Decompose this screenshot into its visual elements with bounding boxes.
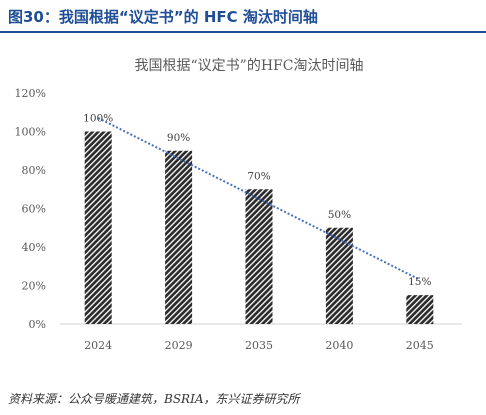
x-tick-label: 2045	[406, 339, 434, 352]
bar	[84, 131, 112, 324]
bars	[84, 131, 434, 324]
x-tick-label: 2035	[245, 339, 273, 352]
bar-value-label: 90%	[167, 132, 190, 144]
source-note: 资料来源：公众号暖通建筑，BSRIA，东兴证券研究所	[8, 392, 300, 406]
bar	[245, 189, 273, 324]
bar	[325, 227, 353, 324]
y-tick-label: 60%	[22, 203, 46, 216]
y-tick-label: 80%	[22, 164, 46, 177]
bar-value-label: 15%	[408, 276, 431, 288]
bar-value-label: 50%	[328, 209, 351, 221]
y-tick-label: 40%	[22, 241, 46, 254]
bar	[165, 150, 193, 324]
x-axis: 2024 2029 2035 2040 2045	[84, 339, 434, 352]
y-tick-label: 20%	[22, 280, 46, 293]
y-axis: 0% 20% 40% 60% 80% 100% 120%	[15, 87, 46, 331]
bar-value-label: 70%	[247, 170, 270, 182]
y-tick-label: 120%	[15, 87, 46, 100]
chart-title: 我国根据“议定书”的HFC淘汰时间轴	[135, 58, 364, 74]
figure-title: 图30：我国根据“议定书”的 HFC 淘汰时间轴	[8, 8, 318, 26]
bar-value-label: 100%	[83, 113, 113, 125]
title-rule	[0, 31, 486, 33]
data-labels: 100% 90% 70% 50% 15%	[83, 113, 431, 289]
x-tick-label: 2024	[84, 339, 112, 352]
x-tick-label: 2029	[165, 339, 193, 352]
bar	[406, 295, 434, 324]
y-tick-label: 100%	[15, 126, 46, 139]
y-tick-label: 0%	[29, 318, 46, 331]
x-tick-label: 2040	[325, 339, 353, 352]
